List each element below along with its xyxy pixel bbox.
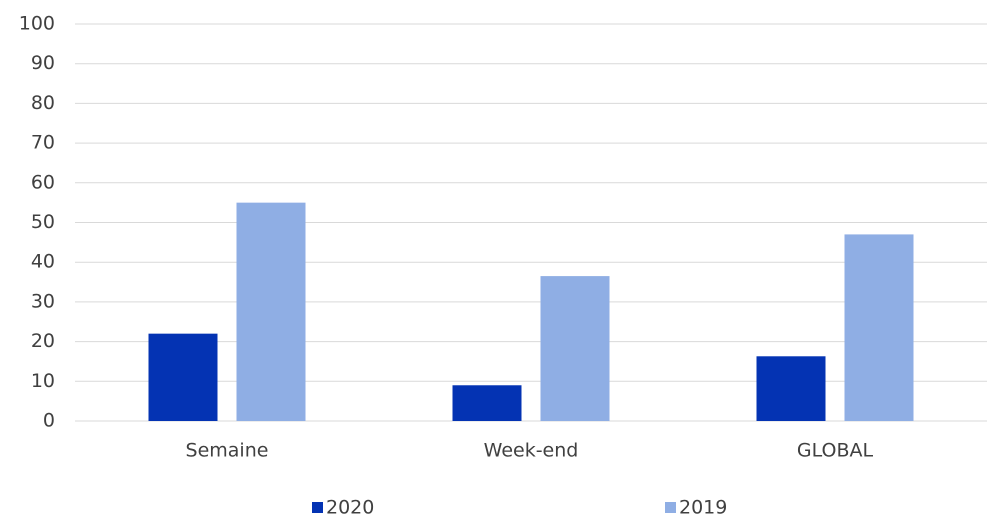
y-tick-label: 100	[19, 13, 55, 35]
legend-label: 2020	[326, 497, 374, 516]
y-tick-label: 70	[31, 132, 55, 154]
bar	[236, 202, 306, 421]
y-tick-label: 50	[31, 211, 55, 233]
y-tick-label: 0	[43, 410, 55, 432]
bar	[452, 385, 522, 421]
y-tick-label: 20	[31, 330, 55, 352]
y-tick-label: 40	[31, 251, 55, 273]
x-tick-label: Semaine	[186, 440, 269, 462]
y-tick-label: 10	[31, 370, 55, 392]
bar	[756, 356, 826, 421]
bar	[148, 333, 218, 421]
y-tick-label: 30	[31, 290, 55, 312]
x-tick-label: Week-end	[484, 440, 579, 462]
y-tick-label: 90	[31, 52, 55, 74]
x-tick-label: GLOBAL	[797, 440, 874, 462]
legend-swatch	[312, 502, 323, 513]
legend-swatch	[665, 502, 676, 513]
y-tick-label: 60	[31, 171, 55, 193]
bar	[844, 234, 914, 421]
legend-label: 2019	[679, 497, 727, 516]
bar	[540, 276, 610, 421]
y-tick-label: 80	[31, 92, 55, 114]
